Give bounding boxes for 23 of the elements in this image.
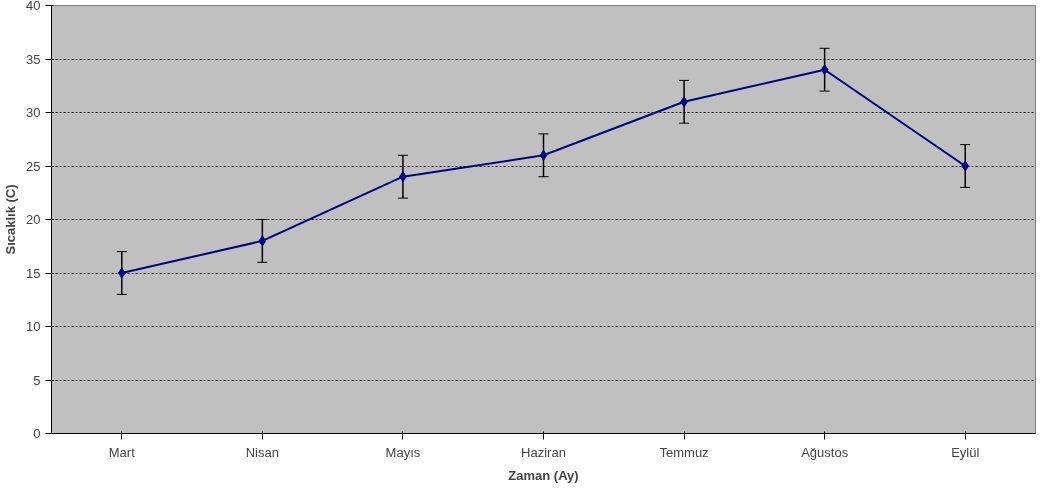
y-tick-label: 30 — [26, 105, 41, 120]
x-tick-label: Nisan — [245, 444, 279, 460]
x-tick-label: Mayıs — [385, 444, 421, 460]
point — [117, 267, 126, 279]
x-tick-label: Mart — [108, 444, 136, 460]
y-tick-label: 0 — [33, 426, 41, 441]
point — [820, 64, 829, 76]
y-tick-label: 15 — [26, 265, 41, 281]
x-axis-title: Zaman (Ay) — [508, 467, 579, 483]
point — [539, 149, 548, 161]
y-tick-label: 25 — [26, 158, 41, 174]
x-tick-label: Eylül — [951, 444, 980, 460]
x-tick-label: Haziran — [521, 444, 566, 460]
y-axis-title: Sıcaklık (C) — [3, 184, 19, 255]
point — [258, 235, 267, 247]
y-tick-label: 40 — [26, 0, 41, 13]
y-tick-label: 20 — [26, 212, 41, 227]
y-tick-label: 5 — [33, 372, 41, 388]
y-tick-label: 35 — [26, 51, 41, 67]
x-tick-label: Ağustos — [801, 444, 849, 460]
x-tick-label: Temmuz — [659, 444, 709, 460]
point — [961, 160, 970, 172]
y-tick-label: 10 — [26, 319, 41, 334]
